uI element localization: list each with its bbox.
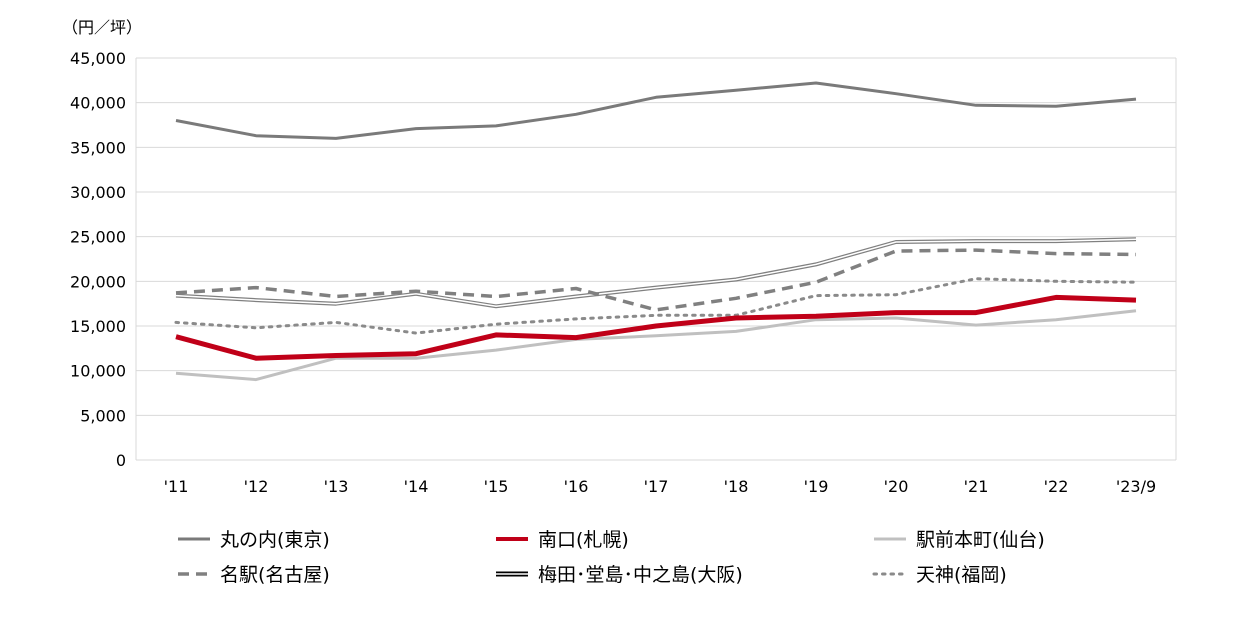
legend: 丸の内(東京) 南口(札幌) 駅前本町(仙台) 名駅(名古屋) 梅田･堂島･中之島(大阪… — [178, 529, 1045, 586]
legend-label: 南口(札幌) — [538, 529, 629, 551]
series-line — [175, 294, 1137, 361]
y-tick-label: 45,000 — [70, 49, 126, 68]
x-tick-label: '18 — [724, 477, 749, 496]
x-tick-label: '15 — [484, 477, 509, 496]
x-tick-label: '12 — [244, 477, 269, 496]
x-tick-label: '16 — [564, 477, 589, 496]
y-tick-label: 25,000 — [70, 228, 126, 247]
y-tick-label: 0 — [116, 451, 126, 470]
y-tick-label: 10,000 — [70, 362, 126, 381]
y-axis-ticks: 0 5,000 10,000 15,000 20,000 25,000 30,000 35,0… — [70, 49, 126, 470]
legend-label: 丸の内(東京) — [220, 529, 330, 551]
y-tick-label: 40,000 — [70, 94, 126, 113]
series-line — [174, 277, 1138, 335]
y-tick-label: 20,000 — [70, 272, 126, 291]
x-tick-label: '20 — [884, 477, 909, 496]
y-unit-label: （円／坪） — [62, 18, 142, 37]
gridlines — [135, 57, 1177, 461]
y-tick-label: 15,000 — [70, 317, 126, 336]
series-line — [175, 248, 1137, 312]
y-tick-label: 30,000 — [70, 183, 126, 202]
legend-label: 駅前本町(仙台) — [916, 529, 1045, 551]
series-line — [175, 309, 1137, 382]
x-tick-label: '11 — [164, 477, 189, 496]
series-lines — [174, 81, 1138, 382]
x-tick-label: '17 — [644, 477, 669, 496]
legend-label: 天神(福岡) — [916, 564, 1007, 586]
legend-label: 梅田･堂島･中之島(大阪) — [538, 564, 743, 586]
x-tick-label: '23/9 — [1116, 477, 1156, 496]
series-line — [175, 81, 1137, 140]
x-tick-label: '19 — [804, 477, 829, 496]
series-line-inner — [175, 238, 1137, 308]
x-tick-label: '14 — [404, 477, 429, 496]
x-tick-label: '13 — [324, 477, 349, 496]
y-tick-label: 35,000 — [70, 138, 126, 157]
x-tick-label: '21 — [964, 477, 989, 496]
x-tick-label: '22 — [1044, 477, 1069, 496]
y-tick-label: 5,000 — [80, 406, 126, 425]
x-axis-ticks: '11 '12 '13 '14 '15 '16 '17 '18 '19 '20 '21 '22 '23/… — [164, 477, 1157, 496]
legend-label: 名駅(名古屋) — [220, 564, 330, 586]
